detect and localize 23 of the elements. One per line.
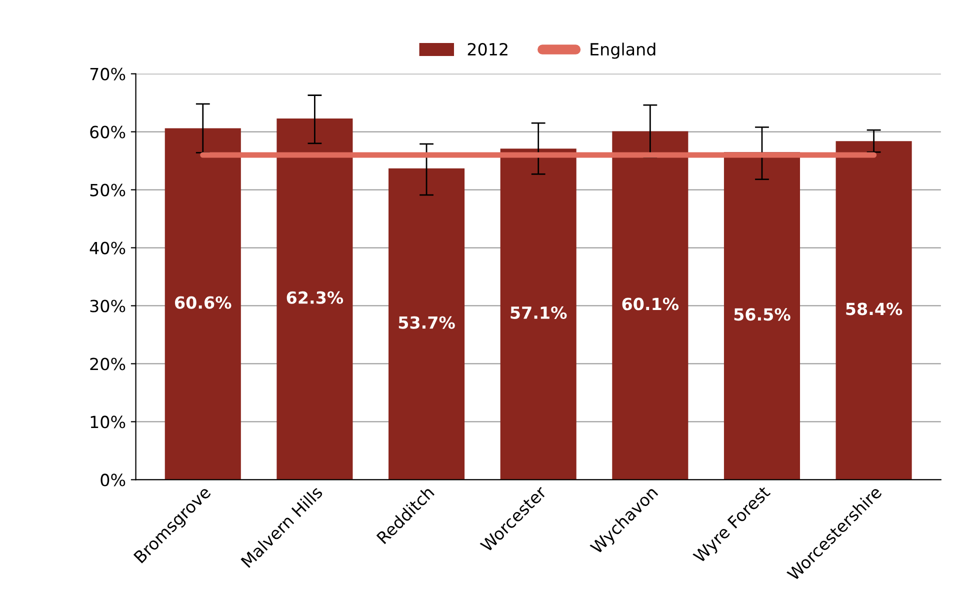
bar xyxy=(836,141,912,480)
legend-label: 2012 xyxy=(468,42,508,56)
data-label: 53.7% xyxy=(398,316,455,329)
legend-label: England xyxy=(590,42,656,59)
bar xyxy=(612,131,688,480)
y-tick-label: 50% xyxy=(90,184,126,196)
y-tick-label: 0% xyxy=(100,474,126,486)
data-label: 60.1% xyxy=(622,298,679,310)
data-label: 62.3% xyxy=(286,291,344,304)
y-tick-label: 60% xyxy=(90,126,126,138)
data-label: 56.5% xyxy=(734,308,790,321)
data-label: 57.1% xyxy=(510,306,567,319)
y-tick-label: 10% xyxy=(90,416,126,428)
y-tick-label: 70% xyxy=(90,68,126,80)
bar xyxy=(276,118,353,480)
data-label: 58.4% xyxy=(846,302,902,316)
y-tick-label: 40% xyxy=(90,242,126,254)
y-tick-label: 20% xyxy=(90,358,126,370)
bar xyxy=(500,148,576,480)
y-tick-label: 30% xyxy=(90,300,126,312)
data-label: 60.6% xyxy=(175,296,232,309)
bar xyxy=(388,168,465,480)
bar xyxy=(164,128,241,480)
